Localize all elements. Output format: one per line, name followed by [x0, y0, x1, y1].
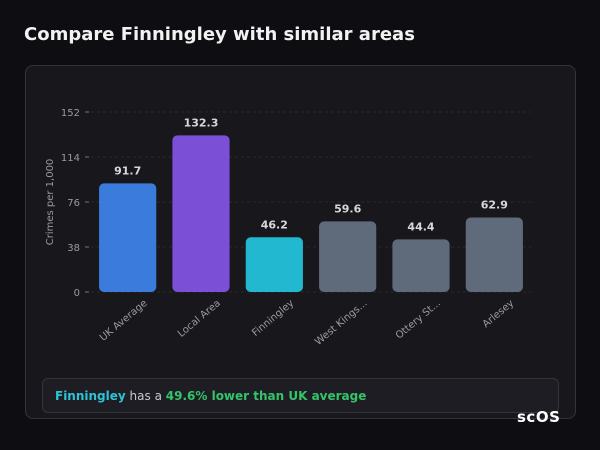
value-label: 46.2: [261, 218, 288, 231]
summary-text: has a: [129, 389, 162, 403]
value-label: 59.6: [334, 202, 361, 215]
x-tick-label: Ottery St...: [394, 298, 443, 342]
y-tick-label: 38: [67, 243, 80, 254]
chart: Crimes per 1,000 0 38 76 114 152 UK Average 91…: [45, 108, 531, 348]
x-tick-label: West Kings...: [313, 298, 370, 348]
summary: Finningley has a 49.6% lower than UK ave…: [42, 378, 559, 413]
summary-area: Finningley: [55, 389, 126, 403]
value-label: 62.9: [481, 199, 508, 212]
y-axis-label: Crimes per 1,000: [45, 159, 56, 246]
bar: [465, 217, 523, 292]
brand-logo: scOS: [517, 408, 561, 426]
bar: [392, 239, 450, 292]
x-tick-label: Finningley: [250, 298, 296, 339]
bar: [245, 237, 303, 292]
x-tick-label: Arlesey: [481, 298, 517, 330]
value-label: 44.4: [407, 220, 434, 233]
x-tick-label: Local Area: [176, 298, 223, 340]
chart-card: Crimes per 1,000 0 38 76 114 152 UK Average 91…: [25, 65, 576, 419]
y-tick-label: 152: [61, 108, 80, 119]
bar: [99, 183, 157, 292]
value-label: 91.7: [114, 164, 141, 177]
bar: [319, 221, 377, 292]
x-tick-label: UK Average: [98, 298, 150, 344]
y-tick-label: 0: [74, 288, 80, 299]
page-title: Compare Finningley with similar areas: [24, 24, 415, 45]
value-label: 132.3: [184, 116, 219, 129]
y-tick-label: 114: [61, 153, 80, 164]
summary-highlight: 49.6% lower than UK average: [165, 389, 367, 403]
y-tick-label: 76: [67, 198, 80, 209]
bar: [172, 135, 230, 292]
